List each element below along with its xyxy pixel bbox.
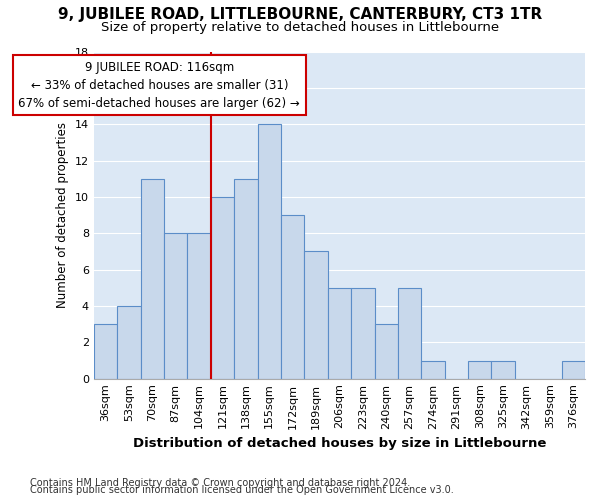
X-axis label: Distribution of detached houses by size in Littlebourne: Distribution of detached houses by size … xyxy=(133,437,546,450)
Bar xyxy=(211,197,234,378)
Bar xyxy=(374,324,398,378)
Bar xyxy=(328,288,351,378)
Bar xyxy=(281,215,304,378)
Bar xyxy=(117,306,140,378)
Bar xyxy=(491,360,515,378)
Bar xyxy=(140,178,164,378)
Text: Size of property relative to detached houses in Littlebourne: Size of property relative to detached ho… xyxy=(101,21,499,34)
Text: 9, JUBILEE ROAD, LITTLEBOURNE, CANTERBURY, CT3 1TR: 9, JUBILEE ROAD, LITTLEBOURNE, CANTERBUR… xyxy=(58,8,542,22)
Bar xyxy=(421,360,445,378)
Text: 9 JUBILEE ROAD: 116sqm
← 33% of detached houses are smaller (31)
67% of semi-det: 9 JUBILEE ROAD: 116sqm ← 33% of detached… xyxy=(19,60,300,110)
Bar xyxy=(398,288,421,378)
Bar xyxy=(468,360,491,378)
Bar xyxy=(257,124,281,378)
Text: Contains public sector information licensed under the Open Government Licence v3: Contains public sector information licen… xyxy=(30,485,454,495)
Bar xyxy=(562,360,585,378)
Bar xyxy=(94,324,117,378)
Y-axis label: Number of detached properties: Number of detached properties xyxy=(56,122,70,308)
Bar xyxy=(234,178,257,378)
Bar xyxy=(164,234,187,378)
Bar xyxy=(304,252,328,378)
Text: Contains HM Land Registry data © Crown copyright and database right 2024.: Contains HM Land Registry data © Crown c… xyxy=(30,478,410,488)
Bar xyxy=(351,288,374,378)
Bar xyxy=(187,234,211,378)
